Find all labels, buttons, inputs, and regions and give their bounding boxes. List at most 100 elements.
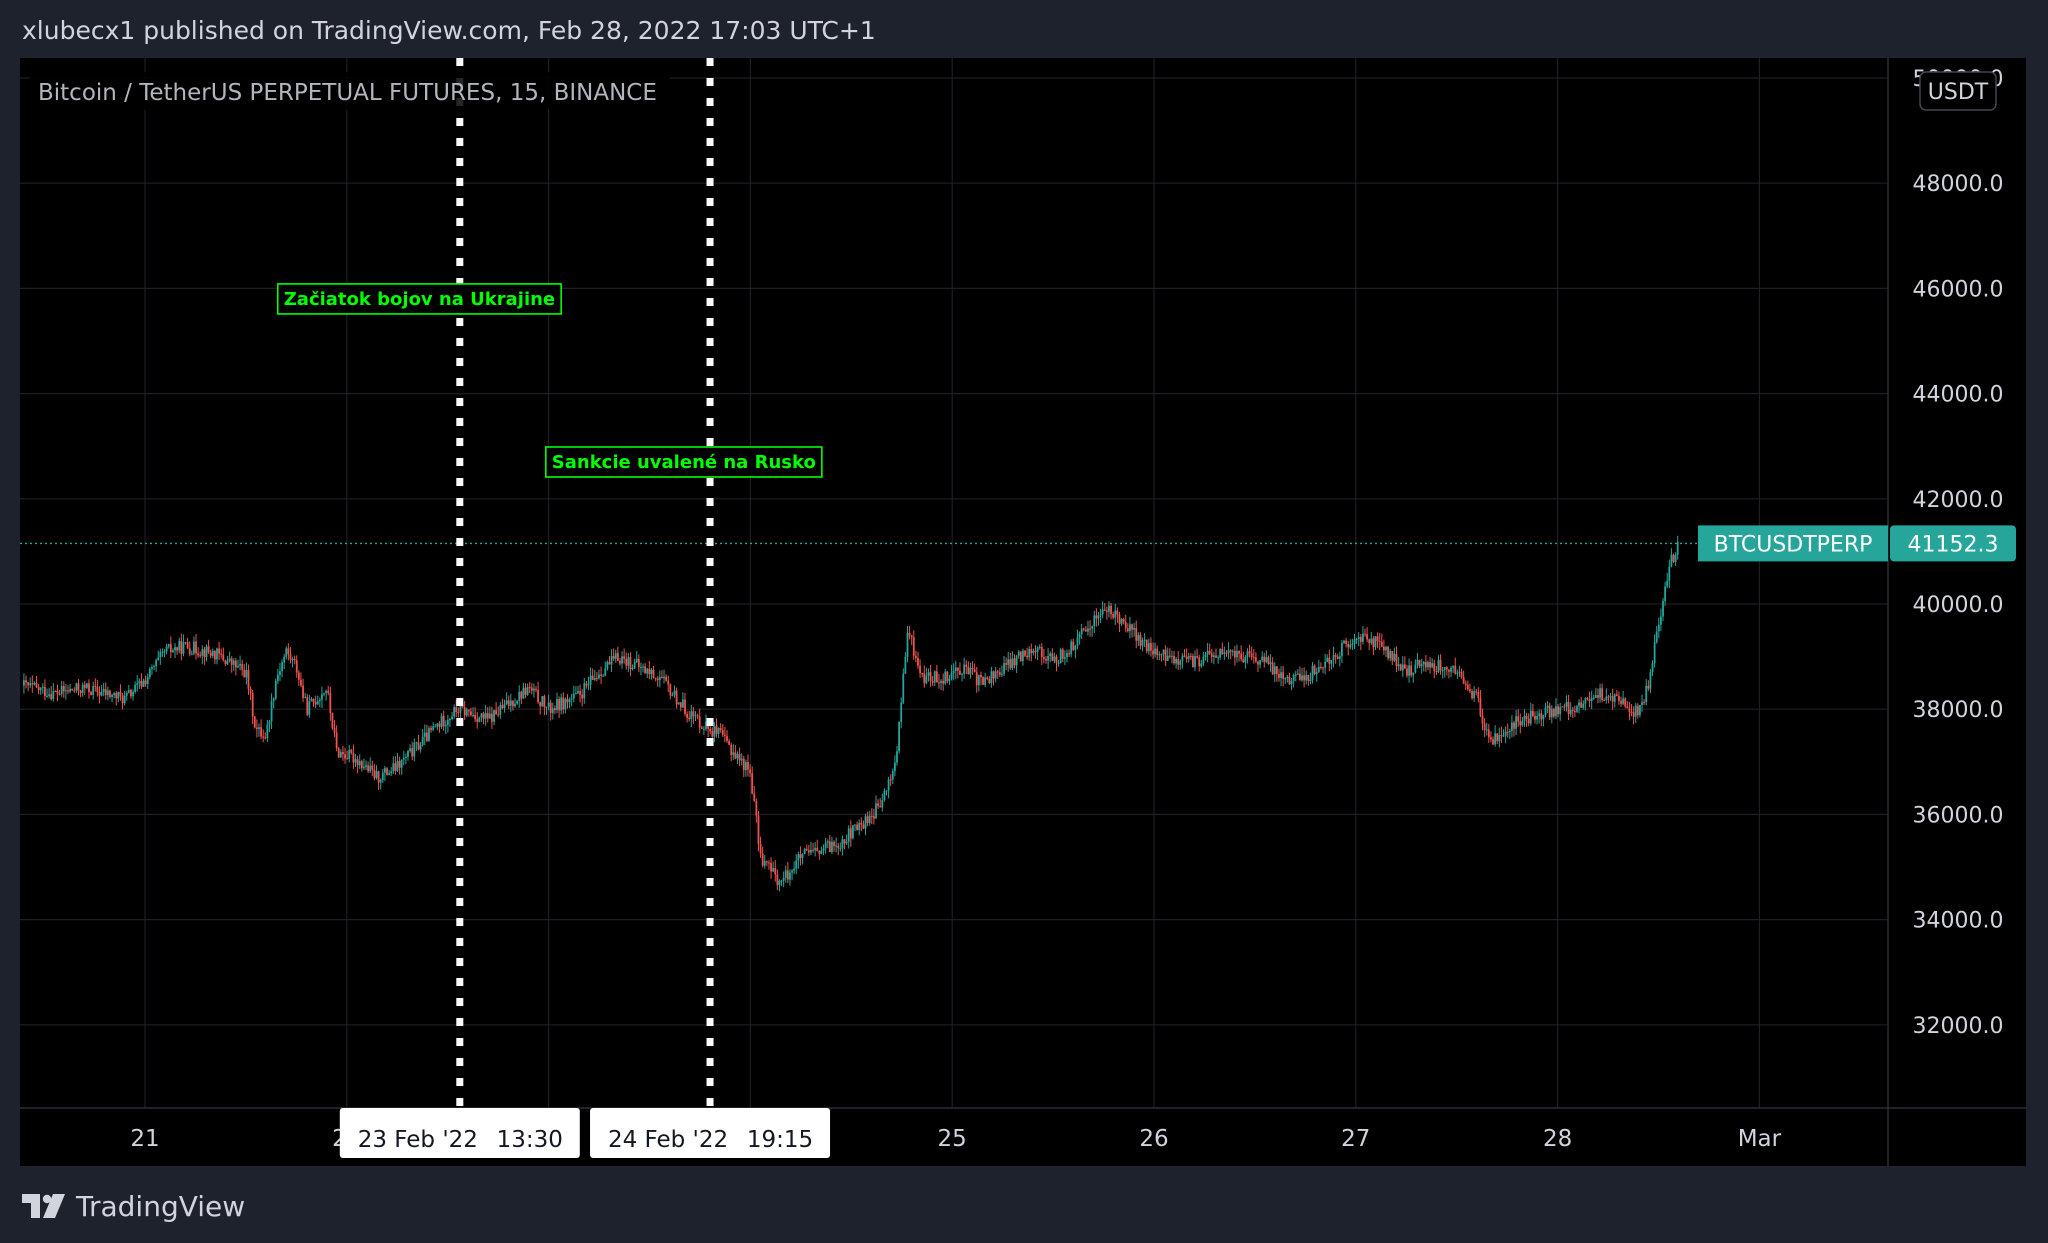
candle-body xyxy=(688,717,691,720)
candle-body xyxy=(700,727,703,729)
candle-body xyxy=(896,751,898,763)
candle-body xyxy=(1620,700,1622,704)
candle-body xyxy=(1443,667,1446,670)
candle-body xyxy=(1412,672,1415,676)
candle-body xyxy=(1651,663,1654,673)
candle-body xyxy=(824,842,827,849)
candle-body xyxy=(1523,715,1526,721)
x-tick-label: Mar xyxy=(1738,1126,1782,1152)
candle-body xyxy=(835,845,838,847)
x-tick-label: 25 xyxy=(938,1126,967,1152)
candle-body xyxy=(1473,691,1476,699)
candle-body xyxy=(102,689,105,692)
candle-body xyxy=(1313,665,1316,675)
candle-body xyxy=(627,657,630,666)
candle-body xyxy=(1657,624,1660,632)
candle-body xyxy=(497,714,500,716)
candle-body xyxy=(778,880,781,886)
candle-body xyxy=(1525,715,1528,719)
candle-body xyxy=(940,680,942,683)
candle-body xyxy=(1490,737,1492,740)
candle-body xyxy=(579,691,581,695)
candle-body xyxy=(581,694,584,699)
candle-body xyxy=(27,682,30,686)
candle-body xyxy=(1670,554,1673,567)
currency-label: USDT xyxy=(1928,80,1989,105)
candle-body xyxy=(759,844,762,854)
candle-body xyxy=(661,677,663,679)
publish-info: xlubecx1 published on TradingView.com, F… xyxy=(22,16,876,45)
candle-body xyxy=(795,860,798,869)
candle-body xyxy=(998,672,1001,675)
candle-body xyxy=(1236,651,1238,658)
candle-body xyxy=(1368,639,1371,644)
candle-body xyxy=(744,762,747,771)
candle-body xyxy=(1105,610,1108,612)
candle-body xyxy=(1418,660,1421,667)
candle-body xyxy=(207,646,210,653)
candle-body xyxy=(419,745,422,750)
candle-body xyxy=(1244,656,1247,663)
candle-body xyxy=(1647,685,1650,689)
candle-body xyxy=(1162,649,1165,655)
candle-body xyxy=(1597,695,1599,698)
candle-body xyxy=(62,686,65,692)
candle-body xyxy=(1257,661,1259,665)
candle-body xyxy=(812,849,814,851)
candle-body xyxy=(224,660,227,665)
candle-body xyxy=(404,756,407,758)
tradingview-brand[interactable]: TradingView xyxy=(22,1186,245,1226)
currency-button[interactable]: USDT xyxy=(1919,71,1997,111)
candle-body xyxy=(71,688,74,691)
candle-body xyxy=(885,790,888,792)
candle-body xyxy=(308,701,311,715)
candle-body xyxy=(843,839,846,844)
last-price-value-badge xyxy=(1890,525,2016,562)
candle-body xyxy=(776,874,779,886)
candle-body xyxy=(669,684,672,696)
candle-body xyxy=(980,675,982,678)
candle-body xyxy=(228,658,231,661)
candle-body xyxy=(765,861,768,863)
candle-body xyxy=(990,671,993,684)
candle-body xyxy=(195,641,197,654)
candle-body xyxy=(598,674,600,679)
symbol-title-text: Bitcoin / TetherUS PERPETUAL FUTURES, 15… xyxy=(38,80,657,106)
candle-body xyxy=(375,771,378,779)
candle-body xyxy=(421,736,424,746)
candle-body xyxy=(1485,729,1488,731)
candle-body xyxy=(1622,698,1625,704)
candle-body xyxy=(428,728,430,741)
candle-body xyxy=(675,690,678,705)
candle-body xyxy=(243,669,246,678)
candle-body xyxy=(455,707,458,713)
candle-body xyxy=(642,666,644,668)
candle-body xyxy=(879,806,882,808)
candle-body xyxy=(39,687,42,691)
candle-body xyxy=(1206,650,1209,655)
candle-body xyxy=(671,694,674,696)
candle-body xyxy=(935,671,938,683)
candle-body xyxy=(1519,721,1522,726)
candle-body xyxy=(1028,649,1031,658)
candle-body xyxy=(1531,710,1534,716)
price-axis[interactable]: 50000.048000.046000.044000.042000.040000… xyxy=(1913,67,2004,1039)
candle-body xyxy=(323,693,325,695)
candle-body xyxy=(1040,646,1043,658)
candle-body xyxy=(996,671,999,673)
candle-body xyxy=(1288,676,1291,685)
candle-body xyxy=(1225,652,1228,654)
candle-body xyxy=(1660,616,1662,625)
candle-body xyxy=(975,672,978,686)
candle-body xyxy=(409,748,411,752)
candle-body xyxy=(268,721,271,725)
candle-body xyxy=(138,681,141,684)
candle-body xyxy=(619,660,621,664)
candle-body xyxy=(1080,628,1083,634)
candle-body xyxy=(1588,699,1591,701)
candle-body xyxy=(1017,651,1020,656)
candle-body xyxy=(969,667,972,675)
candle-body xyxy=(287,648,290,655)
candle-body xyxy=(388,773,390,775)
